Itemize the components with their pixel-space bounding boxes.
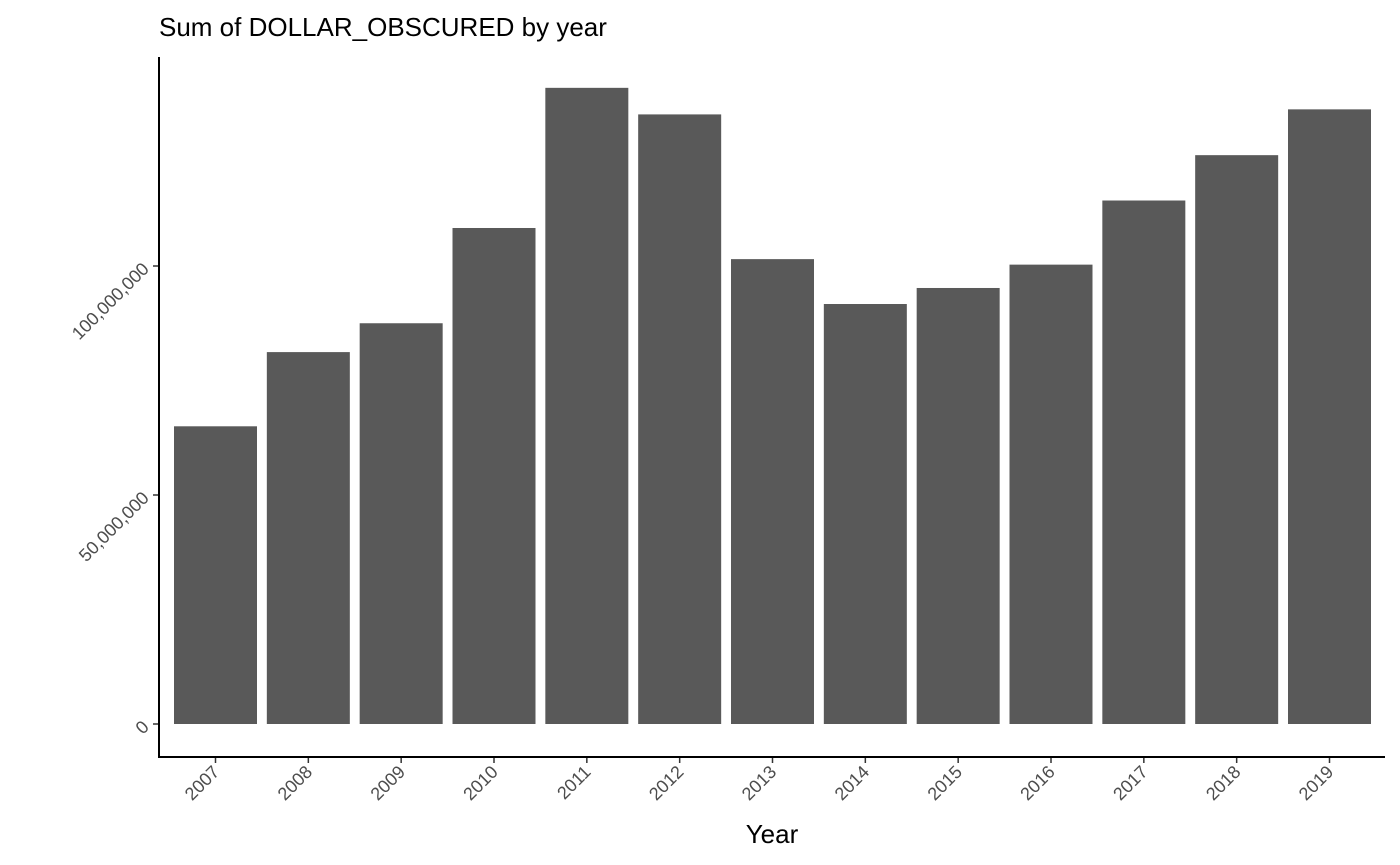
bar-2015 <box>916 287 1000 724</box>
x-tick-label: 2008 <box>274 762 316 804</box>
x-axis: 2007 2008 2009 2010 2011 2012 2013 2014 2015 2016… <box>181 757 1337 804</box>
y-tick-label: 50,000,000 <box>75 488 153 566</box>
bar-2008 <box>266 352 350 724</box>
x-tick-label: 2011 <box>553 762 595 804</box>
x-tick-label: 2017 <box>1109 762 1151 804</box>
x-tick-label: 2007 <box>181 762 223 804</box>
y-tick-label: 100,000,000 <box>68 259 153 344</box>
bar-2007 <box>174 426 257 724</box>
bar-2016 <box>1009 264 1093 724</box>
x-tick-label: 2015 <box>924 762 966 804</box>
bars-layer <box>174 87 1371 725</box>
y-axis: 0 50,000,000 100,000,000 <box>68 259 159 738</box>
bar-2012 <box>638 114 722 724</box>
bar-2019 <box>1288 109 1371 725</box>
bar-2013 <box>731 259 814 724</box>
x-tick-label: 2013 <box>738 762 780 804</box>
chart-title: Sum of DOLLAR_OBSCURED by year <box>159 12 607 42</box>
x-tick-label: 2012 <box>645 762 687 804</box>
x-tick-label: 2009 <box>367 762 409 804</box>
x-axis-title: Year <box>746 819 799 849</box>
x-tick-label: 2014 <box>831 762 873 804</box>
bar-2017 <box>1102 200 1186 724</box>
x-tick-label: 2016 <box>1016 762 1058 804</box>
bar-2014 <box>823 304 907 724</box>
bar-2009 <box>359 323 443 724</box>
bar-2018 <box>1195 155 1279 724</box>
x-tick-label: 2018 <box>1202 762 1244 804</box>
bar-2011 <box>545 87 629 725</box>
x-tick-label: 2019 <box>1295 762 1337 804</box>
y-tick-label: 0 <box>132 717 153 738</box>
x-tick-label: 2010 <box>459 762 501 804</box>
bar-2010 <box>452 227 536 725</box>
